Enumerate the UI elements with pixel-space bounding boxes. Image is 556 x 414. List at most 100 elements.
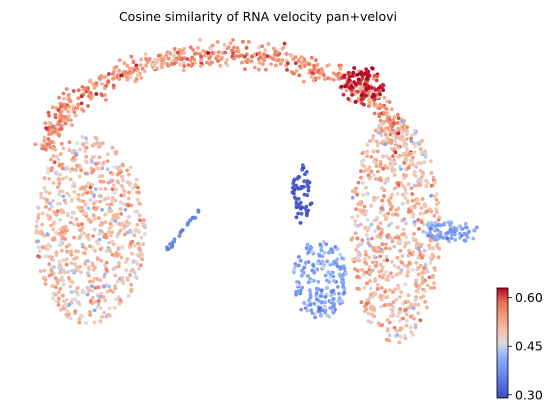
scatter-point xyxy=(71,155,76,160)
scatter-point xyxy=(438,234,443,238)
scatter-point xyxy=(185,57,190,61)
scatter-point xyxy=(428,230,432,235)
scatter-point xyxy=(76,223,81,228)
scatter-point xyxy=(128,273,133,277)
scatter-point xyxy=(99,194,103,199)
scatter-point xyxy=(350,195,355,200)
scatter-point xyxy=(170,245,174,249)
scatter-point xyxy=(428,255,433,260)
scatter-point xyxy=(198,64,203,68)
scatter-point xyxy=(372,111,377,116)
scatter-point xyxy=(363,225,368,230)
scatter-point xyxy=(401,301,406,306)
scatter-point xyxy=(178,56,183,61)
scatter-point xyxy=(375,287,380,291)
scatter-point xyxy=(288,53,293,57)
scatter-point xyxy=(205,60,209,65)
scatter-point xyxy=(317,307,322,311)
scatter-point xyxy=(394,127,398,132)
scatter-point xyxy=(97,144,102,149)
scatter-point xyxy=(364,261,369,266)
scatter-point xyxy=(414,201,419,206)
scatter-point xyxy=(72,262,77,267)
scatter-point xyxy=(110,198,115,203)
scatter-point xyxy=(338,72,343,77)
scatter-point xyxy=(382,111,386,115)
scatter-point xyxy=(412,316,416,321)
scatter-point xyxy=(109,224,114,229)
scatter-point xyxy=(418,211,423,216)
scatter-point xyxy=(91,267,96,272)
scatter-point xyxy=(423,154,428,159)
scatter-point xyxy=(105,159,110,164)
scatter-point xyxy=(434,197,439,202)
scatter-point xyxy=(166,56,171,61)
scatter-point xyxy=(91,279,95,284)
scatter-point xyxy=(367,296,371,301)
scatter-point xyxy=(382,129,387,133)
scatter-point xyxy=(359,93,364,98)
scatter-point xyxy=(391,134,396,138)
scatter-point xyxy=(428,261,433,265)
scatter-point xyxy=(135,190,140,195)
scatter-point xyxy=(358,208,362,213)
scatter-point xyxy=(458,231,462,236)
scatter-point xyxy=(284,51,289,56)
scatter-point xyxy=(372,97,377,102)
scatter-point xyxy=(50,236,55,241)
scatter-point xyxy=(374,139,379,144)
scatter-point xyxy=(39,195,44,200)
scatter-point xyxy=(429,171,434,175)
scatter-point xyxy=(87,286,92,290)
scatter-point xyxy=(56,209,60,214)
scatter-point xyxy=(369,155,374,159)
scatter-point xyxy=(39,191,43,196)
scatter-point xyxy=(51,181,56,185)
scatter-point xyxy=(134,63,139,68)
scatter-point xyxy=(86,206,91,211)
scatter-point xyxy=(452,232,457,237)
scatter-point xyxy=(182,46,186,51)
scatter-point xyxy=(386,198,391,203)
scatter-point xyxy=(398,164,402,169)
scatter-point xyxy=(386,178,390,183)
scatter-point xyxy=(393,150,398,155)
scatter-point xyxy=(87,217,91,222)
scatter-point xyxy=(111,76,115,81)
scatter-point xyxy=(294,69,299,73)
scatter-point xyxy=(350,93,355,97)
scatter-point xyxy=(165,62,170,66)
scatter-point xyxy=(320,259,325,264)
scatter-point xyxy=(371,159,376,164)
scatter-point xyxy=(114,187,118,192)
scatter-point xyxy=(366,319,371,323)
scatter-point xyxy=(372,248,376,253)
scatter-point xyxy=(402,263,407,268)
scatter-point xyxy=(424,183,428,188)
scatter-point xyxy=(364,93,368,98)
scatter-point xyxy=(225,57,229,62)
scatter-point xyxy=(396,286,401,291)
scatter-point xyxy=(398,122,403,127)
scatter-point xyxy=(406,270,411,274)
scatter-point xyxy=(224,61,228,65)
scatter-point xyxy=(391,154,395,159)
scatter-point xyxy=(262,52,266,56)
scatter-point xyxy=(75,106,80,111)
scatter-point xyxy=(99,223,104,227)
scatter-point xyxy=(107,284,112,289)
scatter-point xyxy=(314,58,318,62)
scatter-point xyxy=(418,168,423,173)
scatter-point xyxy=(370,312,375,317)
scatter-point xyxy=(365,86,369,91)
scatter-point xyxy=(406,182,411,187)
scatter-point xyxy=(124,74,129,79)
scatter-point xyxy=(310,71,315,75)
scatter-point xyxy=(423,299,427,304)
scatter-point xyxy=(385,234,390,239)
scatter-point xyxy=(114,151,118,156)
scatter-point xyxy=(135,209,140,214)
scatter-point xyxy=(54,171,59,176)
scatter-point xyxy=(371,135,375,140)
scatter-point xyxy=(398,248,403,253)
